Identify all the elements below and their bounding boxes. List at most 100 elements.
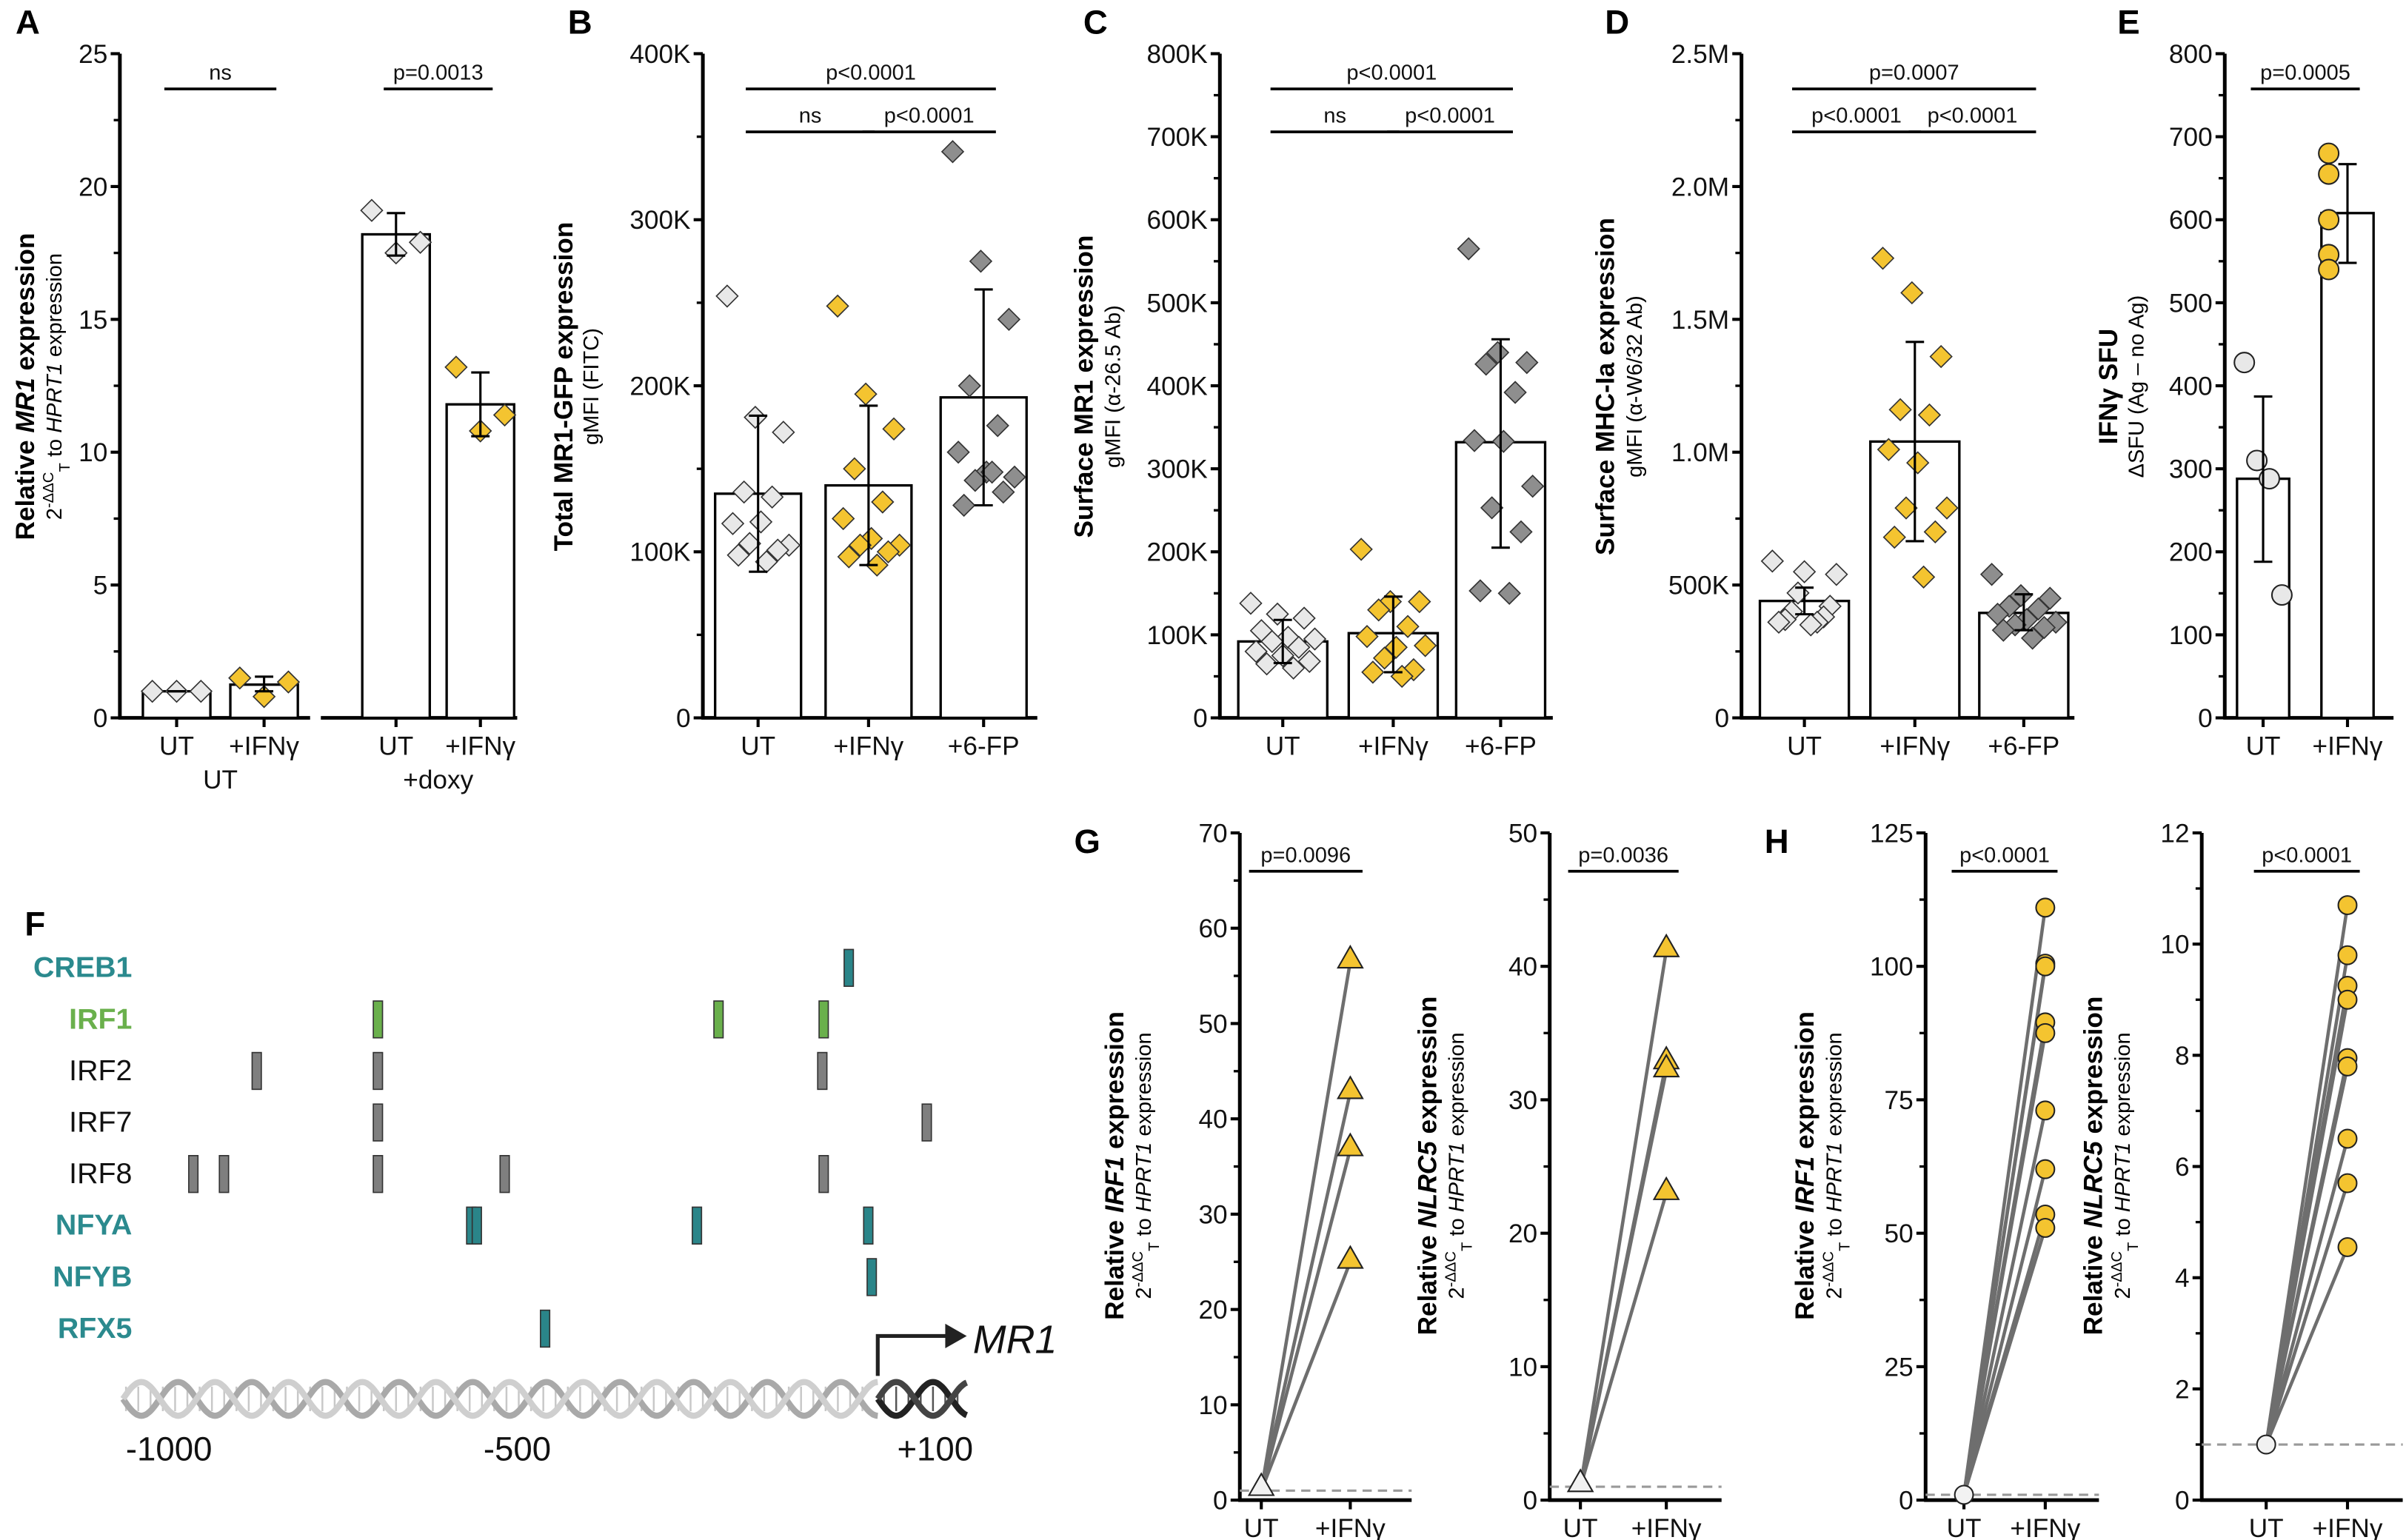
data-point-diamond [1303, 627, 1327, 651]
y-axis-title: Total MR1-GFP expression [549, 222, 578, 552]
binding-site [499, 1155, 510, 1194]
x-tick-label: +IFNγ [445, 732, 515, 760]
data-point-diamond [761, 485, 784, 509]
y-tick-label: 25 [78, 40, 107, 69]
data-point-diamond [882, 417, 906, 441]
x-tick-label: UT [2246, 732, 2281, 760]
y-tick-label: 1.0M [1671, 438, 1729, 467]
panel-b: 0 100K 200K 300K 400K Total MR1-GFP expressio… [549, 40, 1037, 760]
y-tick-label: 400K [1146, 372, 1208, 401]
paired-line [1260, 1148, 1352, 1491]
significance-label: ns [209, 61, 232, 85]
data-point-diamond [766, 538, 789, 562]
data-point-diamond [2026, 597, 2051, 621]
panel-letter-b: B [568, 4, 592, 41]
data-point-diamond [408, 230, 432, 254]
data-point-diamond [1767, 610, 1791, 635]
data-point-diamond [1463, 429, 1486, 452]
data-point-diamond [772, 421, 795, 444]
significance-label: p<0.0001 [1405, 104, 1495, 128]
paired-line [2264, 999, 2350, 1445]
label-segment: expression [1100, 1011, 1129, 1156]
data-point-triangle [1652, 933, 1680, 957]
label-segment: HPRT1 [1822, 1142, 1846, 1213]
y-tick-label: 200 [2169, 538, 2213, 567]
binding-site [471, 1206, 482, 1245]
y-tick-label: 500 [2169, 289, 2213, 318]
data-point-circle [1954, 1484, 1974, 1505]
gene-label: MR1 [973, 1317, 1057, 1362]
label-segment: expression [1446, 1032, 1469, 1142]
data-point-circle [2270, 584, 2293, 606]
label-segment: T [1146, 1242, 1163, 1251]
label-segment: Relative [1791, 1213, 1819, 1320]
data-point-diamond [738, 532, 761, 555]
data-point-triangle [1337, 944, 1364, 969]
dna-helix-icon [120, 1379, 968, 1419]
paired-line [1578, 1070, 1668, 1487]
label-segment: -ΔΔC [1130, 1251, 1146, 1288]
y-tick-label: 20 [1508, 1219, 1537, 1248]
y-tick-label: 0 [1213, 1487, 1228, 1516]
data-point-diamond [749, 510, 773, 534]
y-tick-label: 70 [1198, 819, 1227, 848]
y-axis-title: Surface MR1 expression [1069, 235, 1098, 538]
label-segment: gMFI (α-26.5 Ab) [1102, 305, 1126, 468]
label-segment: IRF1 [1100, 1156, 1129, 1213]
data-point-diamond [992, 480, 1015, 504]
y-axis-subtitle: 2-ΔΔCT to HPRT1 expression [1443, 1032, 1476, 1299]
data-point-diamond [1503, 381, 1527, 404]
data-point-diamond [1888, 398, 1912, 422]
data-point-diamond [1486, 341, 1510, 364]
label-segment: Relative [11, 433, 40, 540]
y-tick-label: 0 [1193, 704, 1208, 733]
x-tick-label: UT [1266, 732, 1300, 760]
paired-line [2265, 1246, 2350, 1445]
y-axis-title: Relative MR1 expression [11, 233, 40, 540]
promoter-map: CREB1 IRF1 IRF2 IRF7 IRF8 NFYA NFYB RFX5 MR1 -100… [33, 948, 1057, 1467]
y-axis-subtitle: gMFI (α-26.5 Ab) [1102, 305, 1126, 468]
position-label: +100 [897, 1430, 973, 1467]
label-segment: Surface MR1 expression [1069, 235, 1098, 538]
x-tick-label: +IFNγ [2010, 1514, 2080, 1540]
panel-letter-g: G [1074, 823, 1100, 860]
x-tick-label: UT [159, 732, 194, 760]
significance-label: p<0.0001 [1959, 843, 2050, 867]
data-point-triangle [1652, 1053, 1680, 1078]
y-tick-label: 20 [1198, 1296, 1227, 1325]
binding-site [863, 1206, 874, 1245]
data-point-circle [2337, 989, 2358, 1010]
position-label: -1000 [126, 1430, 213, 1467]
y-tick-label: 100K [629, 538, 691, 567]
data-point-diamond [997, 307, 1021, 332]
tf-label: NFYB [53, 1260, 132, 1293]
data-point-circle [2337, 1056, 2358, 1077]
y-tick-label: 600K [1146, 206, 1208, 235]
y-tick-label: 2.5M [1671, 40, 1729, 69]
x-tick-label: +IFNγ [2313, 732, 2383, 760]
data-point-diamond [1372, 646, 1397, 670]
binding-site [218, 1155, 230, 1194]
significance-label: p<0.0001 [1928, 104, 2018, 128]
y-axis-title: IFNγ SFU [2094, 329, 2123, 444]
y-tick-label: 0 [676, 704, 691, 733]
paired-line [2265, 1182, 2350, 1445]
data-point-diamond [743, 405, 767, 429]
y-tick-label: 25 [1885, 1353, 1914, 1382]
label-segment: NLRC5 [2079, 1141, 2108, 1228]
x-tick-label: +IFNγ [1631, 1514, 1702, 1540]
paired-line [1962, 1110, 2048, 1496]
y-tick-label: 0 [2198, 704, 2213, 733]
y-tick-label: 2 [2175, 1375, 2190, 1404]
y-tick-label: 400 [2169, 372, 2213, 401]
x-tick-label: +6-FP [1465, 732, 1537, 760]
data-point-diamond [444, 355, 468, 379]
binding-site [921, 1103, 932, 1142]
data-point-circle [2246, 449, 2268, 472]
tf-label: IRF8 [69, 1157, 132, 1190]
significance-label: p<0.0001 [2262, 843, 2352, 867]
data-point-diamond [1911, 565, 1936, 589]
label-segment: expression [1413, 997, 1442, 1142]
y-tick-label: 100K [1146, 621, 1208, 650]
y-tick-label: 700K [1146, 123, 1208, 152]
